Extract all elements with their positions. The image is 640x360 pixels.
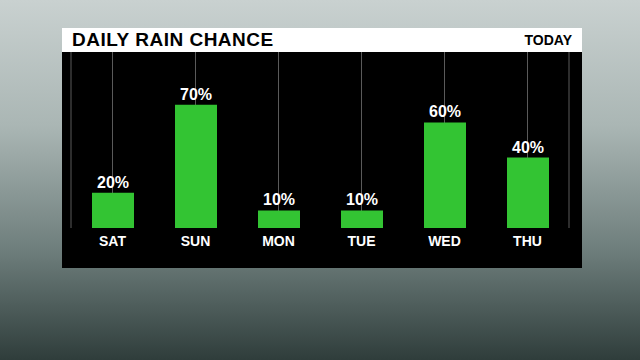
html-text:TODAY: TODAY: [524, 32, 572, 48]
svg-text:WED: WED: [428, 233, 461, 249]
svg-text:THU: THU: [513, 233, 542, 249]
svg-text:60%: 60%: [429, 103, 461, 120]
svg-text:MON: MON: [262, 233, 295, 249]
svg-text:10%: 10%: [263, 191, 295, 208]
svg-text:40%: 40%: [512, 139, 544, 156]
svg-text:TUE: TUE: [348, 233, 376, 249]
html-text:DAILY RAIN CHANCE: DAILY RAIN CHANCE: [72, 29, 274, 50]
svg-text:10%: 10%: [346, 191, 378, 208]
svg-text:SAT: SAT: [99, 233, 126, 249]
svg-text:70%: 70%: [180, 86, 212, 103]
svg-text:SUN: SUN: [181, 233, 211, 249]
svg-text:20%: 20%: [97, 174, 129, 191]
